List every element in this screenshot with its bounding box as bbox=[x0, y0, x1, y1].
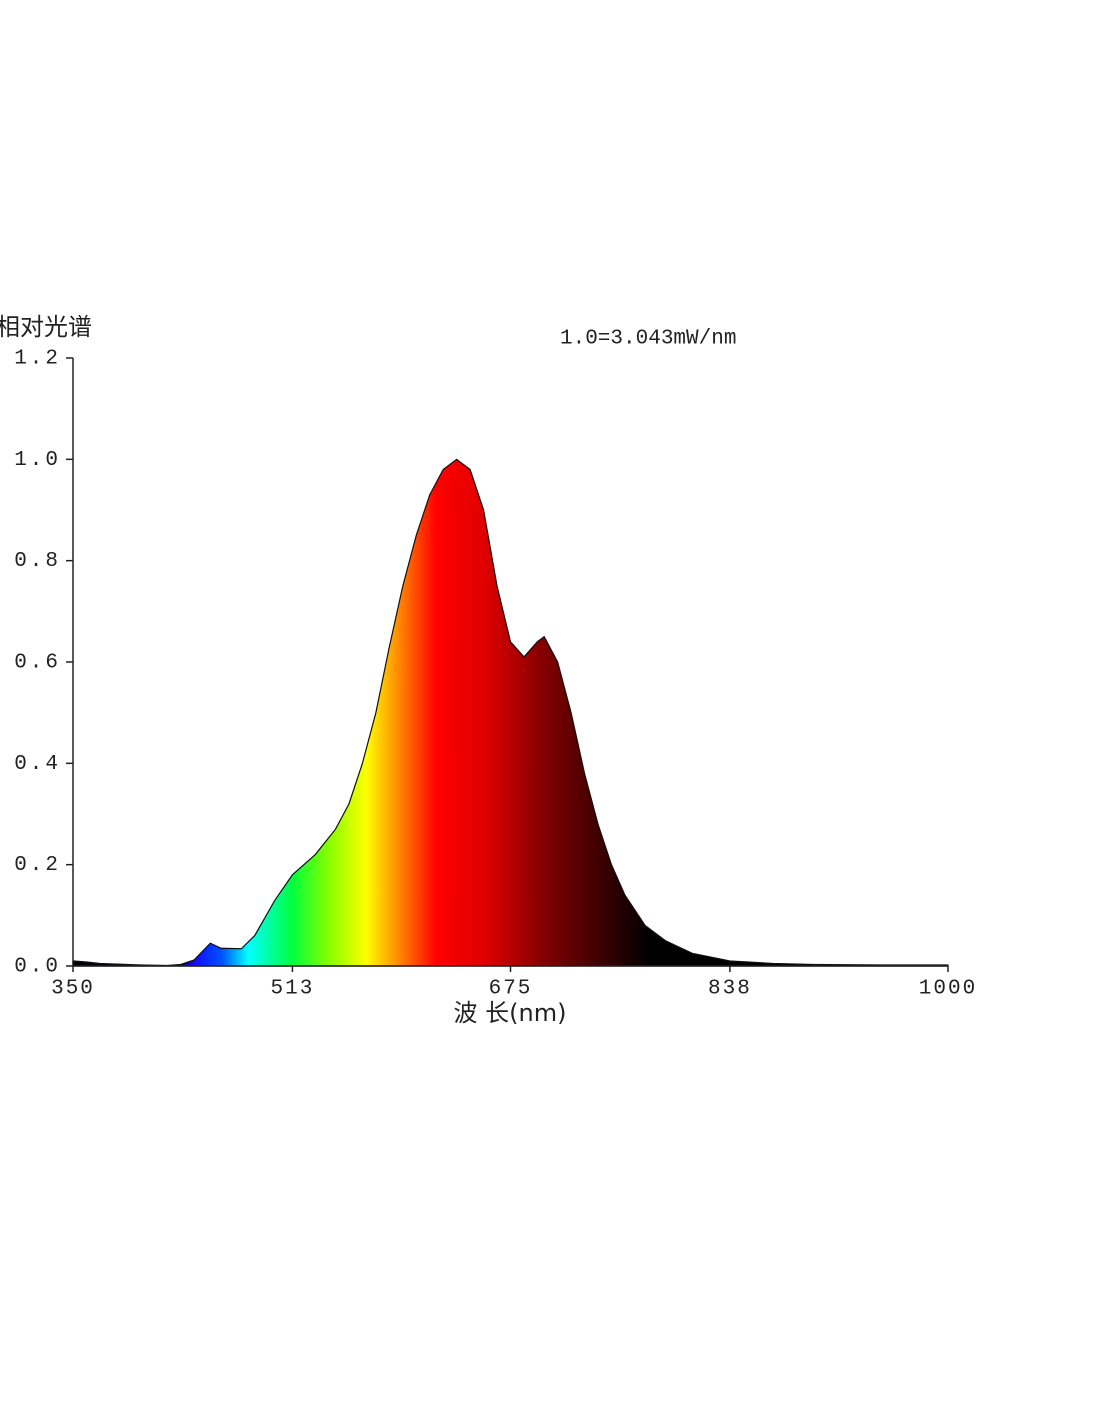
x-axis-label: 波 长(nm) bbox=[454, 999, 567, 1027]
y-tick-label: 1.0 bbox=[14, 449, 61, 472]
spectrum-area bbox=[72, 458, 949, 967]
y-tick-label: 0.2 bbox=[14, 854, 61, 877]
y-tick-label: 0.8 bbox=[14, 550, 61, 573]
y-axis-label: 相对光谱 bbox=[0, 313, 92, 341]
y-tick-label: 0.0 bbox=[14, 956, 61, 979]
x-tick-label: 1000 bbox=[919, 978, 977, 1001]
y-tick-label: 0.6 bbox=[14, 652, 61, 675]
x-tick-label: 838 bbox=[708, 978, 752, 1001]
y-tick-label: 1.2 bbox=[14, 348, 61, 371]
x-tick-label: 350 bbox=[51, 978, 95, 1001]
annotation: 1.0=3.043mW/nm bbox=[560, 328, 736, 351]
x-tick-label: 675 bbox=[489, 978, 533, 1001]
y-tick-label: 0.4 bbox=[14, 753, 61, 776]
x-tick-label: 513 bbox=[271, 978, 315, 1001]
